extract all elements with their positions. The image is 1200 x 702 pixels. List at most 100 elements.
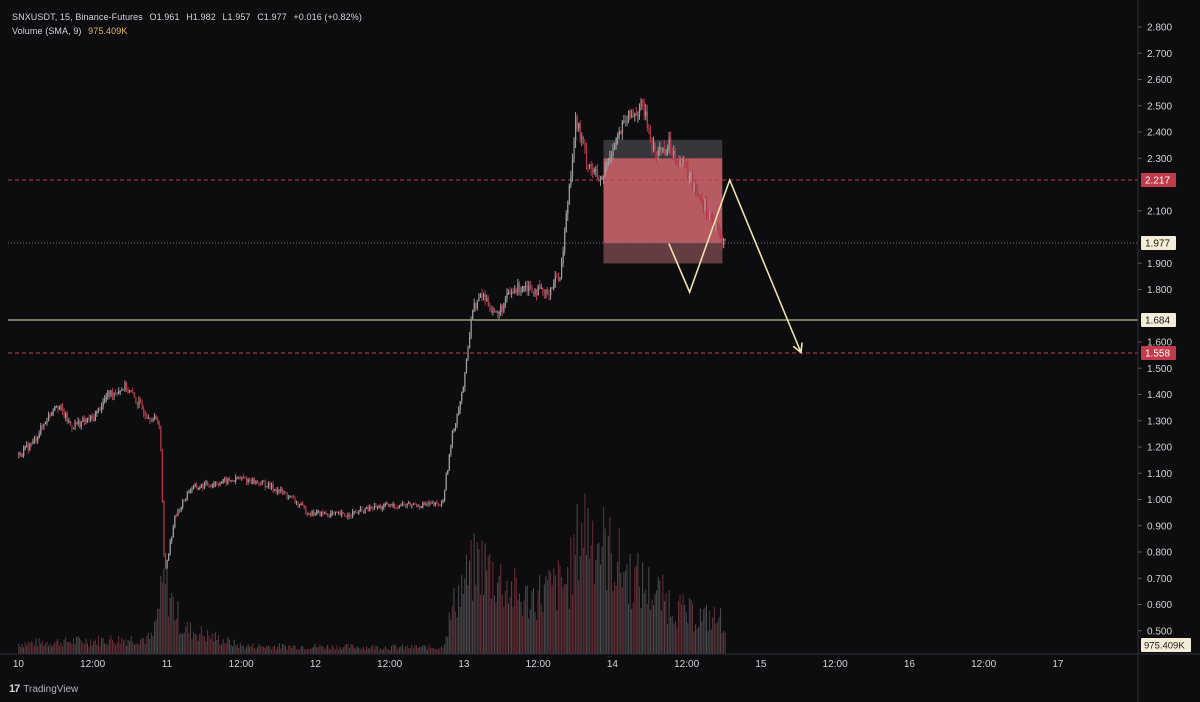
candle-body (698, 194, 700, 196)
volume-bar (570, 536, 572, 654)
ohlc-change: +0.016 (+0.82%) (293, 12, 362, 22)
candle-body (397, 507, 399, 509)
candle-body (105, 396, 107, 400)
volume-bar (129, 641, 131, 654)
candle-body (150, 420, 153, 422)
tradingview-watermark[interactable]: 17 TradingView (9, 683, 78, 695)
candle-body (80, 421, 82, 427)
candle-body (353, 511, 355, 513)
candle-body (313, 510, 315, 515)
candle-body (267, 482, 270, 487)
candle-body (673, 151, 675, 155)
candle-body (426, 504, 429, 506)
candle-body (503, 303, 505, 312)
volume-bar (568, 608, 570, 654)
candle-body (299, 504, 301, 506)
volume-bar (255, 649, 257, 654)
volume-bar (80, 640, 82, 654)
volume-bar (93, 641, 95, 654)
volume-bar (614, 582, 616, 654)
price-label-box[interactable] (1141, 173, 1176, 188)
candle-body (51, 411, 53, 415)
volume-label-box[interactable] (1141, 638, 1191, 652)
price-label-box[interactable] (1141, 346, 1176, 361)
candle-body (517, 283, 519, 293)
y-tick-label: 2.600 (1147, 75, 1172, 86)
x-tick-label: 12 (310, 659, 322, 670)
volume-bar (85, 638, 87, 654)
candle-body (334, 511, 337, 514)
candle-body (546, 289, 549, 295)
volume-bar (163, 568, 165, 654)
candle-body (308, 514, 310, 516)
candle-body (476, 301, 479, 309)
projection-path[interactable] (668, 177, 803, 355)
candle-body (136, 402, 139, 406)
candle-body (632, 115, 634, 117)
candle-body (377, 506, 379, 508)
volume-bar (386, 648, 388, 654)
candle-body (551, 287, 553, 289)
volume-bar (168, 616, 170, 654)
volume-bar (320, 645, 322, 654)
candle-body (44, 423, 47, 425)
volume-bar (169, 597, 171, 654)
projection-polyline[interactable] (668, 177, 802, 353)
candle-body (671, 148, 673, 155)
candle-body (23, 448, 25, 456)
candle-body (434, 502, 436, 506)
volume-bar (392, 644, 394, 654)
candle-body (545, 289, 547, 294)
candle-body (116, 392, 118, 394)
candle-body (660, 147, 663, 153)
candle-body (442, 500, 444, 504)
candle-body (506, 293, 508, 299)
volume-bar (46, 641, 48, 654)
volume-bar (370, 646, 372, 654)
candle-body (197, 488, 199, 490)
candle-body (189, 489, 192, 493)
volume-bar (517, 600, 519, 654)
candle-body (638, 106, 641, 116)
volume-bar (338, 649, 340, 654)
volume-bar (147, 632, 149, 654)
volume-bar (235, 645, 237, 654)
y-tick-label: 2.400 (1147, 128, 1172, 139)
volume-bar (319, 644, 321, 654)
volume-bar (105, 644, 107, 654)
volume-bar (66, 642, 68, 654)
candle-body (24, 445, 26, 449)
horizontal-levels[interactable] (8, 179, 1138, 354)
volume-bar (618, 528, 620, 654)
volume-bar (324, 649, 326, 654)
volume-bar (138, 644, 140, 654)
volume-bar (333, 647, 335, 654)
volume-bar (553, 568, 555, 654)
volume-bar (336, 645, 338, 654)
projection-arrowhead[interactable] (792, 342, 803, 355)
candle-body (539, 285, 541, 289)
candle-body (48, 413, 50, 422)
candle-body (29, 443, 31, 451)
price-label-box[interactable] (1141, 236, 1176, 251)
volume-bar (593, 584, 595, 654)
volume-bar (405, 646, 407, 654)
candle-body (336, 511, 338, 513)
candle-body (180, 507, 182, 512)
position-tool[interactable] (603, 139, 723, 264)
volume-bar (470, 540, 472, 654)
candle-body (464, 372, 466, 388)
volume-bar (222, 639, 224, 654)
volume-bar (398, 647, 400, 654)
candle-body (130, 390, 132, 392)
volume-bar (207, 629, 209, 654)
candle-body (614, 145, 616, 149)
candle-body (166, 559, 168, 569)
candle-body (621, 122, 624, 134)
price-label-box[interactable] (1141, 312, 1176, 327)
candle-body (383, 504, 385, 508)
volume-bar (469, 560, 471, 654)
volume-bar (394, 644, 396, 654)
candle-body (529, 285, 532, 288)
